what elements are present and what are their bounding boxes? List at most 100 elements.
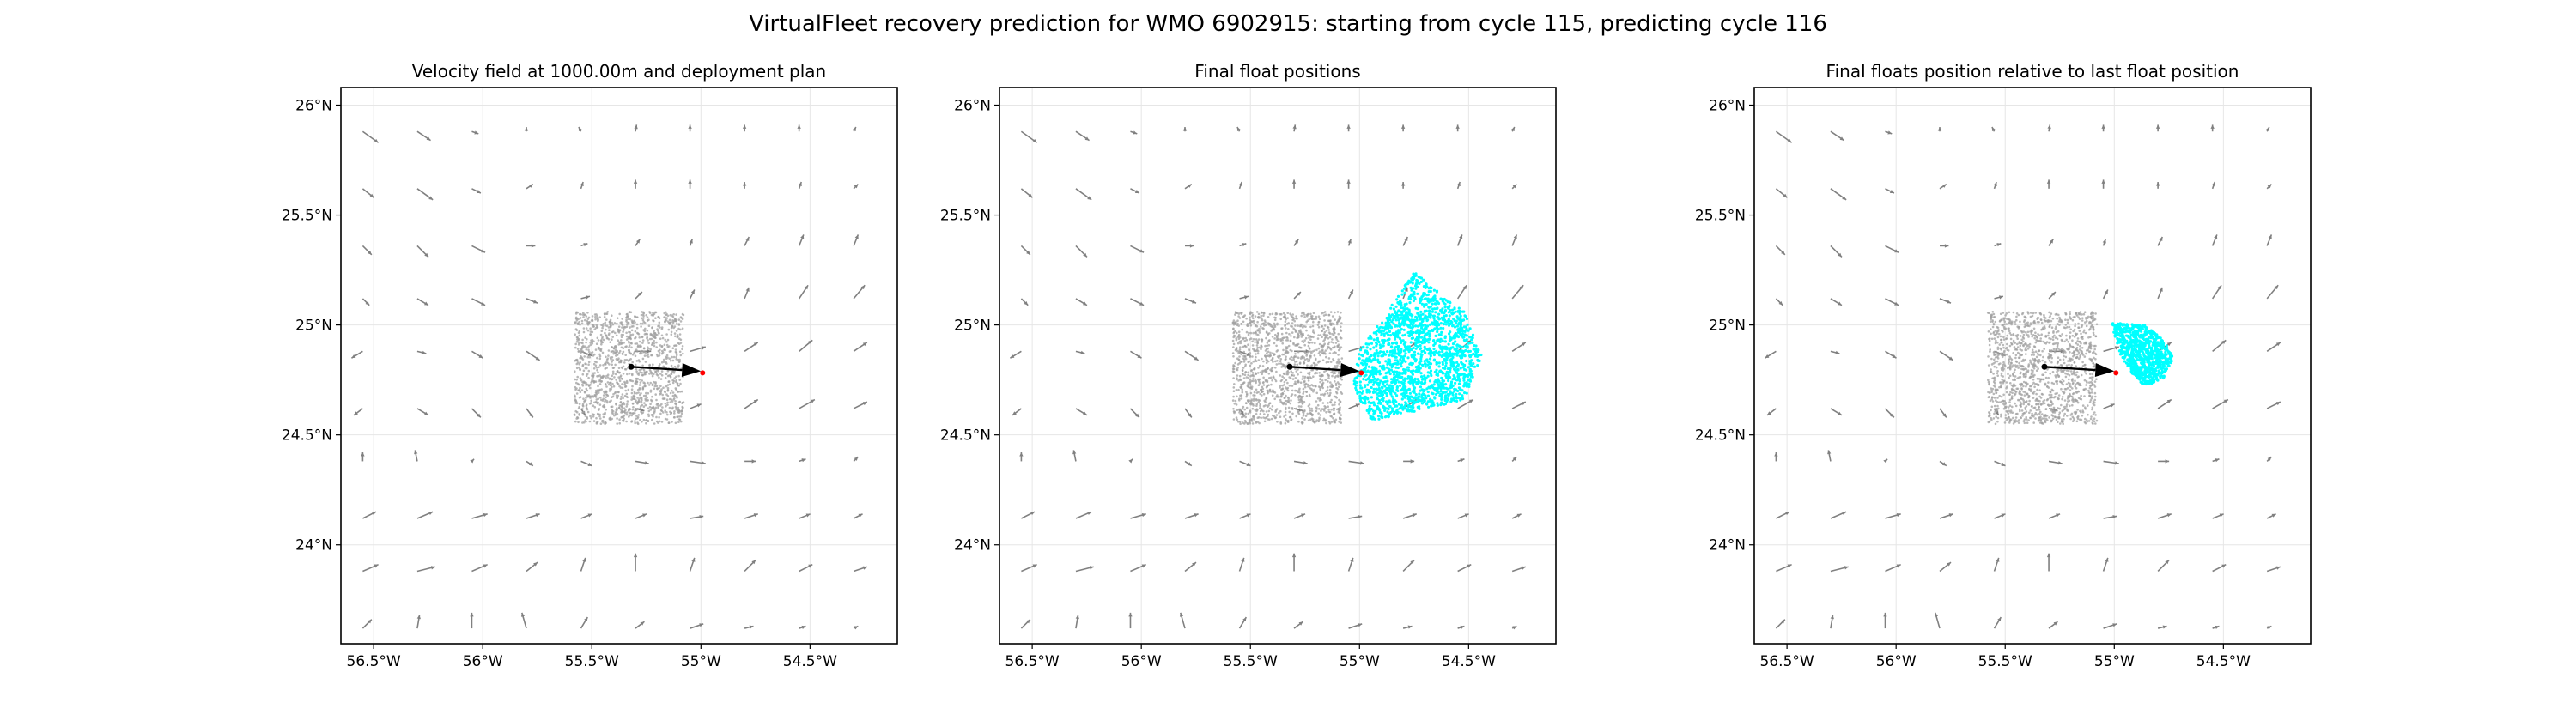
deployment-float [659,337,662,341]
final-float [1459,321,1462,324]
deployment-float [622,350,625,354]
final-float [1447,373,1450,377]
deployment-float [1239,360,1242,363]
deployment-float [645,419,647,422]
deployment-float [1303,400,1306,403]
deployment-float [586,408,589,411]
deployment-float [1297,379,1300,383]
final-float [1376,402,1380,405]
deployment-float [1321,330,1324,333]
deployment-float [1261,387,1265,391]
final-float [1373,417,1376,421]
deployment-float [1320,344,1323,347]
deployment-float [640,392,642,395]
deployment-float [636,415,640,419]
deployment-float [665,411,668,414]
velocity-arrow [1128,458,1133,464]
final-float [1386,379,1389,383]
deployment-float [615,410,617,414]
final-float [1399,303,1402,306]
deployment-float [658,386,660,390]
deployment-float [634,321,636,324]
deployment-float [1253,397,1255,401]
final-float [1461,326,1464,330]
final-float [1365,359,1369,362]
velocity-arrow [1238,616,1248,629]
deployment-float [642,418,646,421]
deployment-float [1259,325,1262,328]
deployment-float [1329,324,1332,326]
velocity-arrow [1510,126,1516,132]
final-float [1415,318,1419,322]
final-float [1376,336,1379,340]
final-float [1388,372,1392,376]
deployment-float [1332,417,1334,420]
deployment-float [1269,407,1272,410]
deployment-float [625,313,629,316]
deployment-float [592,376,595,379]
final-float [1401,372,1405,375]
final-float [1467,329,1470,332]
deployment-float [1267,373,1271,375]
deployment-float [1287,361,1290,365]
deployment-float [658,354,661,357]
deployment-float [604,367,607,370]
deployment-float [1274,416,1278,419]
velocity-arrow [1456,284,1467,300]
deployment-float [593,328,596,331]
final-float [1378,346,1382,350]
deployment-float [1249,337,1253,340]
final-float [1425,297,1428,300]
deployment-float [653,330,655,332]
deployment-float [647,407,650,410]
velocity-arrow [798,284,809,300]
final-float [1358,380,1362,384]
deployment-float [1273,391,1277,394]
final-float [1457,382,1461,385]
deployment-float [1231,352,1235,354]
deployment-float [639,371,642,374]
final-float [1404,372,1407,375]
deployment-float [665,343,669,347]
deployment-float [1254,394,1256,397]
final-float [1400,289,1404,293]
deployment-float [587,350,591,354]
deployment-float [642,394,646,397]
deployment-float [620,339,623,342]
deployment-float [606,311,609,313]
velocity-arrow [2102,239,2106,246]
deployment-float [1259,392,1261,396]
velocity-arrow [1239,243,1247,247]
deployment-float [1327,313,1330,317]
deployment-float [658,317,661,320]
deployment-float [1312,336,1315,339]
deployment-float [666,386,670,390]
deployment-float [667,380,670,384]
deployment-floats [1231,311,1344,426]
deployment-float [1298,395,1302,398]
final-float [1444,390,1448,394]
deployment-float [648,337,652,341]
velocity-arrow [799,625,806,629]
deployment-float [1310,407,1313,410]
final-float [1447,342,1450,346]
velocity-arrow [1400,182,1406,189]
deployment-float [1267,384,1270,387]
deployment-float [1285,414,1287,416]
final-float [1412,287,1415,290]
velocity-arrow [470,458,475,464]
velocity-arrow [1775,298,1783,306]
deployment-float [1270,376,1273,379]
deployment-float [1253,322,1255,325]
deployment-float [583,421,586,424]
deployment-float [671,367,674,369]
final-float [1444,364,1448,367]
gridlines [1754,88,2311,644]
deployment-float [1251,422,1255,425]
deployment-float [647,318,650,322]
deployment-float [623,361,626,364]
deployment-float [1261,371,1264,373]
deployment-float [1261,381,1265,385]
final-float [1441,350,1444,354]
deployment-float [1252,378,1255,380]
